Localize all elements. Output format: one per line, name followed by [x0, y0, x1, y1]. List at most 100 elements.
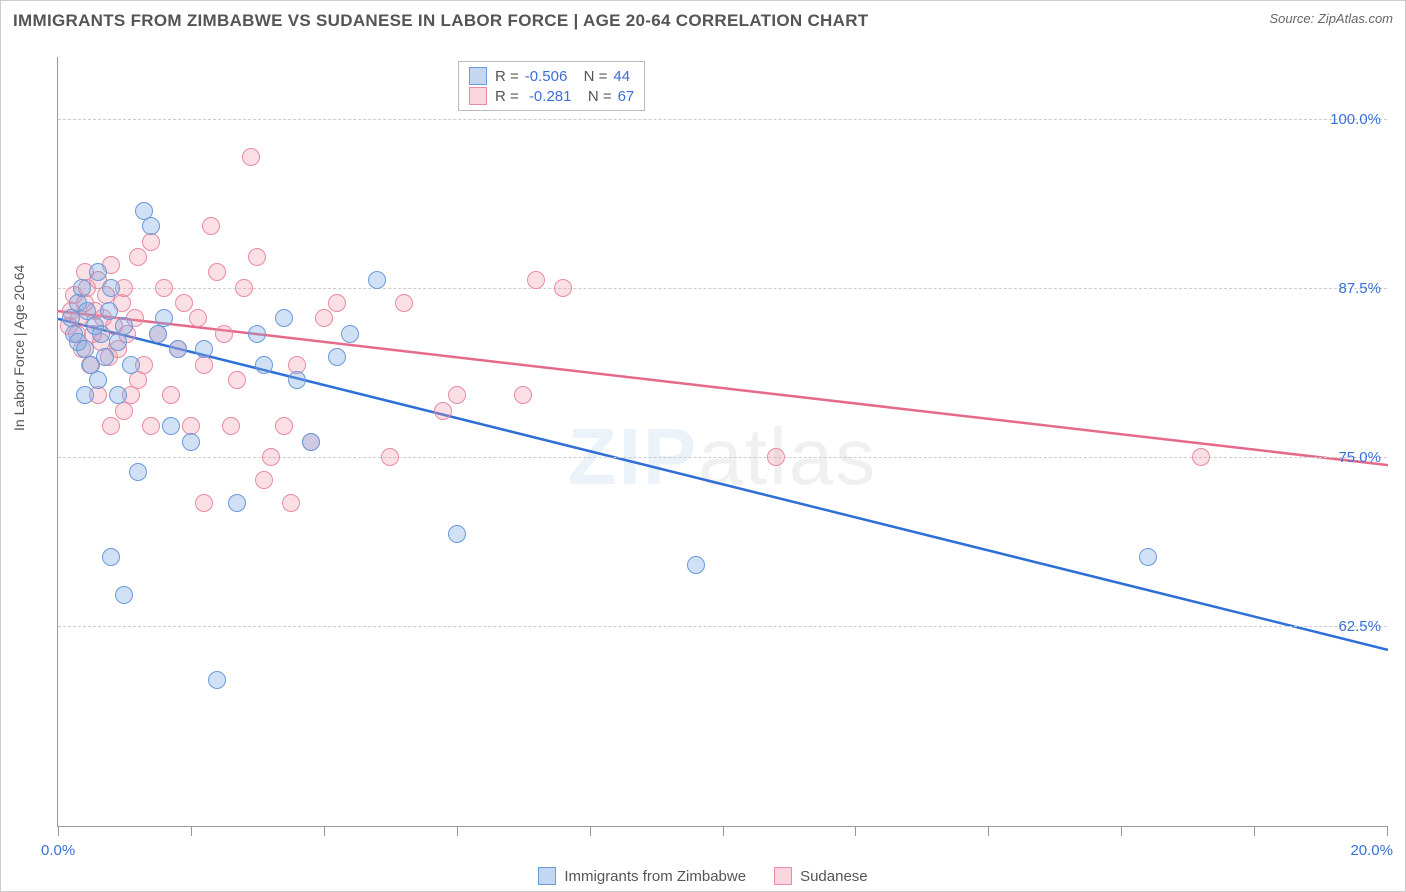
source-attribution: Source: ZipAtlas.com [1269, 11, 1393, 26]
data-point [235, 279, 253, 297]
legend-label-1: Immigrants from Zimbabwe [564, 868, 746, 885]
x-min-label: 0.0% [41, 842, 75, 859]
y-tick-label: 100.0% [1330, 111, 1381, 128]
data-point [767, 448, 785, 466]
data-point [115, 402, 133, 420]
y-axis-label: In Labor Force | Age 20-64 [11, 265, 27, 431]
data-point [228, 494, 246, 512]
data-point [76, 386, 94, 404]
y-tick-label: 75.0% [1338, 449, 1381, 466]
x-tick [1387, 826, 1388, 836]
x-tick [723, 826, 724, 836]
bottom-legend: Immigrants from Zimbabwe Sudanese [1, 867, 1405, 885]
data-point [155, 309, 173, 327]
data-point [129, 371, 147, 389]
data-point [448, 525, 466, 543]
gridline-h [58, 288, 1387, 289]
x-tick [1121, 826, 1122, 836]
data-point [142, 217, 160, 235]
data-point [222, 417, 240, 435]
x-tick [855, 826, 856, 836]
data-point [328, 294, 346, 312]
data-point [129, 463, 147, 481]
y-tick-label: 62.5% [1338, 618, 1381, 635]
data-point [89, 371, 107, 389]
data-point [129, 248, 147, 266]
data-point [69, 294, 87, 312]
gridline-h [58, 457, 1387, 458]
stat-n1: 44 [613, 68, 630, 85]
data-point [687, 556, 705, 574]
data-point [195, 494, 213, 512]
data-point [208, 263, 226, 281]
data-point [527, 271, 545, 289]
title-bar: IMMIGRANTS FROM ZIMBABWE VS SUDANESE IN … [1, 1, 1405, 41]
data-point [514, 386, 532, 404]
data-point [169, 340, 187, 358]
stat-r1: -0.506 [525, 68, 568, 85]
data-point [248, 325, 266, 343]
data-point [395, 294, 413, 312]
data-point [1192, 448, 1210, 466]
legend-swatch-pink-icon [774, 867, 792, 885]
gridline-h [58, 119, 1387, 120]
data-point [208, 671, 226, 689]
data-point [282, 494, 300, 512]
x-tick [1254, 826, 1255, 836]
data-point [142, 233, 160, 251]
swatch-blue-icon [469, 67, 487, 85]
data-point [109, 333, 127, 351]
data-point [92, 325, 110, 343]
data-point [255, 356, 273, 374]
data-point [248, 248, 266, 266]
data-point [368, 271, 386, 289]
stat-r-label: R = [495, 68, 519, 85]
data-point [96, 348, 114, 366]
stat-r2: -0.281 [525, 88, 572, 105]
data-point [195, 356, 213, 374]
data-point [202, 217, 220, 235]
stats-row-1: R = -0.506 N = 44 [469, 66, 634, 86]
data-point [381, 448, 399, 466]
legend-item-2: Sudanese [774, 867, 868, 885]
data-point [182, 433, 200, 451]
gridline-h [58, 626, 1387, 627]
x-tick [191, 826, 192, 836]
chart-container: IMMIGRANTS FROM ZIMBABWE VS SUDANESE IN … [0, 0, 1406, 892]
legend-item-1: Immigrants from Zimbabwe [538, 867, 746, 885]
data-point [100, 302, 118, 320]
data-point [341, 325, 359, 343]
data-point [109, 386, 127, 404]
x-tick [324, 826, 325, 836]
data-point [288, 371, 306, 389]
data-point [302, 433, 320, 451]
trend-lines-svg [58, 57, 1388, 827]
x-tick [58, 826, 59, 836]
stats-legend-box: R = -0.506 N = 44 R = -0.281 N = 67 [458, 61, 645, 111]
data-point [189, 309, 207, 327]
legend-swatch-blue-icon [538, 867, 556, 885]
data-point [162, 386, 180, 404]
data-point [255, 471, 273, 489]
x-tick [590, 826, 591, 836]
plot-area: ZIPatlas R = -0.506 N = 44 R = -0.281 N … [57, 57, 1387, 827]
data-point [242, 148, 260, 166]
stat-n2: 67 [618, 88, 635, 105]
x-tick [457, 826, 458, 836]
data-point [102, 548, 120, 566]
y-tick-label: 87.5% [1338, 280, 1381, 297]
data-point [215, 325, 233, 343]
stat-n-label-2: N = [579, 88, 611, 105]
data-point [195, 340, 213, 358]
legend-label-2: Sudanese [800, 868, 868, 885]
chart-title: IMMIGRANTS FROM ZIMBABWE VS SUDANESE IN … [13, 11, 868, 31]
data-point [102, 279, 120, 297]
data-point [89, 263, 107, 281]
data-point [328, 348, 346, 366]
swatch-pink-icon [469, 87, 487, 105]
stats-row-2: R = -0.281 N = 67 [469, 86, 634, 106]
data-point [175, 294, 193, 312]
data-point [262, 448, 280, 466]
x-max-label: 20.0% [1350, 842, 1393, 859]
data-point [102, 417, 120, 435]
